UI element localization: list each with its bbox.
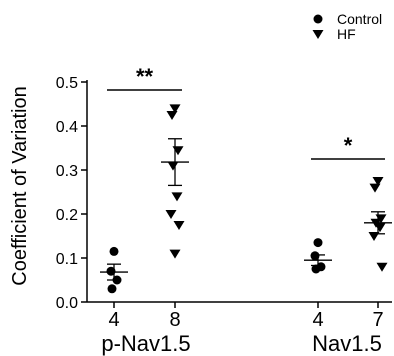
y-tick-label: 0.5 [56,75,78,92]
control-series [304,238,332,274]
control-point [109,246,119,256]
y-tick-label: 0.4 [56,119,78,136]
legend-label: HF [337,26,356,42]
n-label: 4 [312,309,323,331]
legend-control-icon [313,14,323,24]
control-point [310,251,320,261]
data-marks: *** [100,64,392,294]
hf-point [171,192,183,202]
hf-point [165,210,177,219]
group-label: Nav1.5 [312,331,382,356]
hf-point [369,183,381,193]
hf-series [364,177,392,272]
legend-hf-icon [312,30,324,39]
hf-point [173,221,185,230]
control-point [107,284,117,294]
hf-point [374,223,386,233]
control-point [313,238,323,248]
hf-point [172,146,184,156]
significance-label: ** [136,64,154,89]
y-tick-label: 0.2 [56,207,78,224]
n-label: 7 [372,309,383,331]
legend-label: Control [337,11,382,27]
significance-label: * [344,133,353,158]
hf-point [169,249,181,259]
n-label: 8 [169,309,180,331]
n-label: 4 [108,309,119,331]
control-point [311,264,321,274]
hf-point [167,161,179,171]
y-axis-label: Coefficient of Variation [9,86,31,285]
y-tick-label: 0.0 [56,295,78,312]
y-tick-label: 0.3 [56,163,78,180]
axes: 0.0 0.1 0.2 0.3 0.4 0.5 [56,75,392,312]
hf-point [166,111,178,120]
group-label: p-Nav1.5 [101,331,190,356]
control-series [100,246,128,294]
labels: Coefficient of Variation 4 8p-Nav1.54 7Nav… [9,86,384,356]
y-tick-label: 0.1 [56,251,78,268]
control-point [106,266,116,276]
hf-series [161,104,189,259]
hf-point [376,262,388,272]
hf-point [169,104,181,114]
hf-point [372,177,384,186]
